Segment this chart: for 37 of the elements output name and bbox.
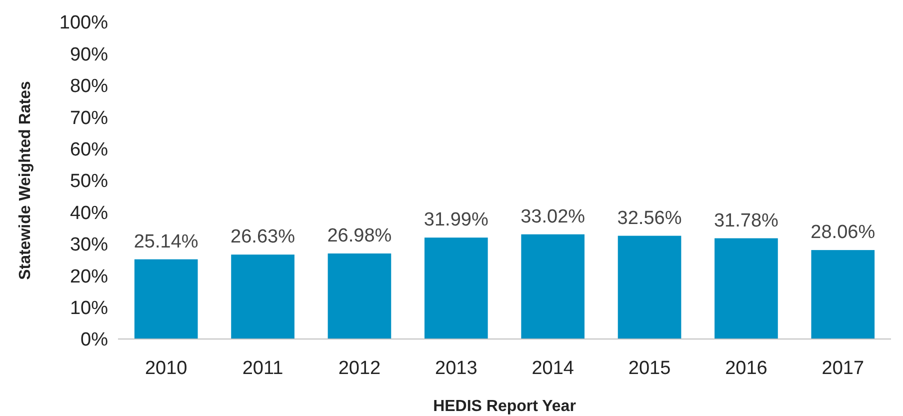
- bar: [618, 236, 682, 339]
- x-tick-label: 2015: [628, 358, 671, 379]
- y-tick-label: 70%: [70, 108, 108, 129]
- x-tick-label: 2014: [532, 358, 574, 379]
- bar: [521, 234, 585, 339]
- x-tick-label: 2013: [435, 358, 478, 379]
- y-tick-label: 50%: [70, 171, 108, 192]
- data-label: 33.02%: [520, 206, 586, 228]
- bar: [424, 238, 488, 339]
- bar: [811, 250, 875, 339]
- x-axis-title: HEDIS Report Year: [433, 398, 576, 415]
- x-tick-label: 2016: [725, 358, 768, 379]
- x-tick-label: 2012: [338, 358, 381, 379]
- data-label: 25.14%: [134, 231, 198, 252]
- y-tick-label: 20%: [70, 266, 108, 288]
- bar: [328, 253, 392, 339]
- y-tick-label: 80%: [70, 76, 108, 98]
- bar: [231, 254, 294, 339]
- data-label: 31.78%: [714, 210, 779, 232]
- y-tick-label: 30%: [70, 234, 108, 256]
- data-label: 28.06%: [810, 222, 876, 244]
- y-axis-title: Statewide Weighted Rates: [17, 80, 34, 280]
- x-tick-label: 2010: [144, 358, 188, 379]
- y-tick-label: 0%: [80, 330, 108, 351]
- data-label: 31.99%: [424, 210, 488, 231]
- x-tick-label: 2011: [242, 358, 284, 379]
- data-label: 32.56%: [617, 208, 682, 229]
- data-label: 26.63%: [230, 226, 296, 248]
- y-tick-label: 90%: [70, 44, 108, 66]
- y-tick-label: 60%: [70, 139, 108, 160]
- data-label: 26.98%: [327, 225, 392, 246]
- y-tick-label: 10%: [70, 298, 108, 319]
- x-tick-label: 2017: [822, 358, 864, 379]
- y-tick-label: 100%: [59, 12, 108, 34]
- bar: [714, 238, 778, 339]
- bar: [134, 259, 198, 339]
- y-tick-label: 40%: [70, 202, 108, 224]
